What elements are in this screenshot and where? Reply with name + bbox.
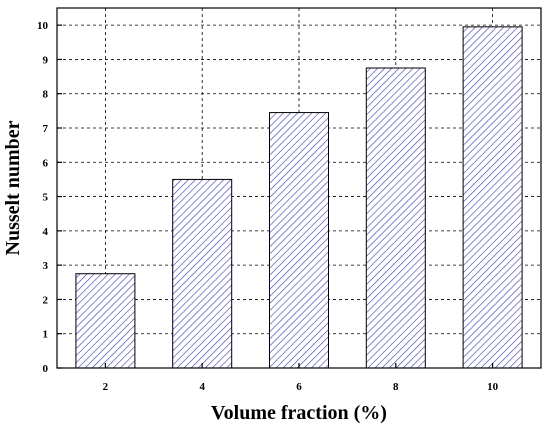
x-tick-label: 8 (393, 381, 399, 393)
bar-4 (172, 178, 233, 369)
bar-10 (462, 26, 523, 369)
y-tick-label: 2 (43, 294, 49, 306)
axis-ticks (57, 24, 494, 369)
y-tick-label: 0 (43, 363, 49, 375)
bar-8 (365, 67, 426, 369)
y-tick-label: 9 (43, 54, 49, 66)
y-axis-title: Nusselt number (2, 120, 24, 255)
y-tick-label: 6 (43, 157, 49, 169)
bar-6 (269, 112, 329, 369)
bars (75, 26, 523, 369)
y-tick-label: 1 (43, 329, 49, 341)
x-axis-title: Volume fraction (%) (211, 402, 387, 424)
x-tick-label: 4 (199, 381, 205, 393)
y-tick-label: 5 (43, 192, 49, 204)
x-tick-label: 2 (103, 381, 109, 393)
y-tick-label: 7 (43, 123, 49, 135)
bar-2 (75, 273, 136, 369)
y-tick-label: 3 (43, 260, 49, 272)
y-tick-label: 8 (43, 89, 49, 101)
tick-labels: 0 1 2 3 4 5 6 7 8 9 10 2 4 6 8 10 (37, 20, 499, 393)
y-tick-label: 4 (43, 226, 49, 238)
y-tick-label: 10 (37, 20, 49, 32)
x-tick-label: 10 (487, 381, 499, 393)
x-tick-label: 6 (296, 381, 302, 393)
